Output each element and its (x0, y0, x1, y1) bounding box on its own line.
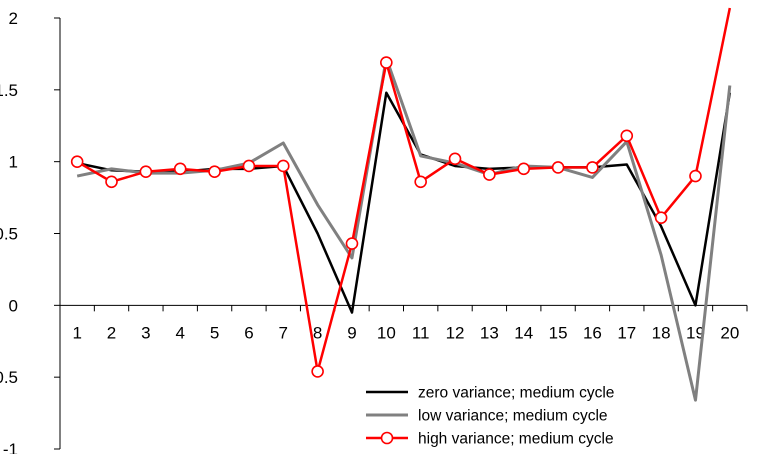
x-tick-label: 13 (480, 323, 499, 342)
x-tick-label: 17 (617, 323, 636, 342)
data-point (380, 56, 393, 69)
data-point (517, 162, 531, 176)
legend-marker (380, 431, 394, 445)
data-point (311, 365, 324, 378)
legend-label: low variance; medium cycle (418, 408, 608, 425)
data-point (173, 162, 187, 176)
y-tick-label: -0.5 (0, 368, 18, 387)
data-point (276, 159, 290, 173)
x-tick-label: 3 (141, 323, 150, 342)
x-tick-label: 6 (244, 323, 253, 342)
x-tick-label: 10 (377, 323, 396, 342)
data-point (139, 165, 153, 179)
data-point (70, 155, 84, 168)
x-tick-label: 5 (210, 323, 219, 342)
y-tick-label: 2 (9, 9, 18, 28)
legend-label: zero variance; medium cycle (418, 385, 614, 402)
series-line (76, 56, 732, 402)
series-3 (70, 7, 732, 378)
x-tick-label: 18 (652, 323, 671, 342)
data-point (586, 161, 599, 174)
x-tick-label: 16 (583, 323, 602, 342)
data-point (620, 129, 634, 143)
x-tick-label: 19 (686, 323, 705, 342)
series-group (70, 7, 732, 402)
y-tick-label: 0.5 (0, 225, 18, 244)
data-point (483, 168, 496, 181)
axes: -1-0.500.511.521234567891011121314151617… (0, 9, 748, 454)
legend-label: high variance; medium cycle (418, 431, 614, 448)
y-tick-label: 1.5 (0, 81, 18, 100)
y-tick-label: 1 (9, 153, 18, 172)
x-tick-label: 1 (72, 323, 81, 342)
legend-item: high variance; medium cycle (366, 431, 614, 448)
x-tick-label: 14 (514, 323, 533, 342)
data-point (448, 152, 462, 166)
x-tick-label: 4 (175, 323, 184, 342)
series-2 (76, 56, 732, 402)
x-tick-label: 11 (412, 323, 430, 342)
x-tick-label: 12 (446, 323, 465, 342)
legend-item: zero variance; medium cycle (366, 385, 614, 402)
x-tick-label: 9 (347, 323, 356, 342)
data-point (345, 237, 359, 250)
legend: zero variance; medium cycle low variance;… (366, 385, 614, 448)
data-point (414, 175, 427, 189)
x-tick-label: 2 (107, 323, 116, 342)
y-tick-label: 0 (9, 296, 18, 315)
x-tick-label: 15 (549, 323, 568, 342)
data-point (551, 161, 565, 174)
data-point (242, 159, 256, 173)
x-tick-label: 8 (313, 323, 322, 342)
series-line (76, 7, 732, 373)
y-tick-label: -1 (3, 440, 18, 454)
x-tick-label: 20 (720, 323, 739, 342)
x-tick-label: 7 (279, 323, 288, 342)
legend-item: low variance; medium cycle (366, 408, 608, 425)
data-point (105, 175, 118, 189)
data-point (208, 165, 221, 179)
data-point (654, 211, 668, 224)
data-point (689, 169, 702, 183)
